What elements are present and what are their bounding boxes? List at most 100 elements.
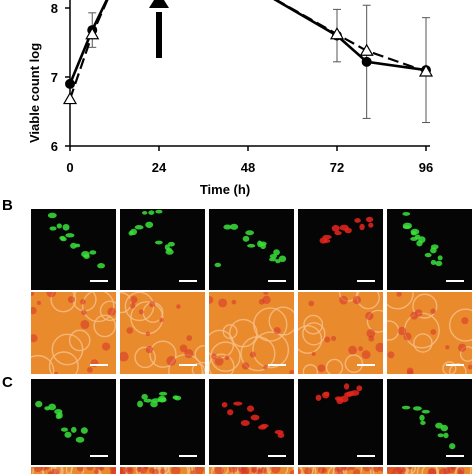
bacterium-spot bbox=[48, 403, 57, 411]
cell-spot bbox=[358, 346, 363, 352]
micrograph-image bbox=[387, 379, 472, 465]
micrograph-b-brightfield-4 bbox=[298, 292, 383, 374]
bubble-ring bbox=[311, 467, 315, 474]
bacterium-spot bbox=[421, 409, 430, 414]
cell-spot bbox=[397, 326, 407, 336]
scale-bar bbox=[446, 364, 464, 366]
cell-spot bbox=[241, 362, 250, 370]
micrograph-c-fluorescence-2 bbox=[120, 379, 205, 465]
bacterium-spot bbox=[80, 427, 88, 434]
bacterium-spot bbox=[155, 209, 163, 214]
bacterium-spot bbox=[323, 391, 330, 397]
cell-spot bbox=[445, 345, 450, 350]
bubble-ring bbox=[448, 363, 467, 374]
bubble-ring bbox=[48, 351, 79, 374]
cell-spot bbox=[378, 467, 383, 472]
x-tick-label: 96 bbox=[419, 160, 433, 175]
bacterium-spot bbox=[258, 425, 267, 430]
bacterium-spot bbox=[315, 394, 322, 401]
y-axis-label: Viable count log bbox=[27, 43, 42, 143]
bubble-ring bbox=[149, 340, 177, 368]
bacterium-spot bbox=[350, 390, 360, 396]
data-point-circle bbox=[65, 78, 75, 89]
cell-spot bbox=[387, 467, 396, 474]
cell-spot bbox=[461, 317, 469, 325]
x-tick-label: 24 bbox=[152, 160, 167, 175]
bubble-ring bbox=[421, 467, 439, 474]
bubble-ring bbox=[68, 329, 91, 352]
cell-spot bbox=[439, 468, 448, 474]
bubble-ring bbox=[344, 354, 364, 373]
bubble-ring bbox=[412, 293, 438, 319]
cell-spot bbox=[31, 292, 35, 297]
cell-spot bbox=[339, 295, 348, 305]
cell-spot bbox=[258, 298, 265, 305]
bacterium-spot bbox=[437, 433, 444, 438]
bubble-ring bbox=[93, 314, 116, 338]
cell-spot bbox=[350, 467, 355, 471]
data-point-triangle bbox=[62, 91, 78, 105]
cell-spot bbox=[447, 467, 456, 474]
bacterium-spot bbox=[435, 260, 443, 267]
bubble-ring bbox=[210, 341, 241, 372]
bubble-ring bbox=[338, 292, 358, 302]
bacterium-spot bbox=[240, 420, 250, 427]
cell-spot bbox=[273, 327, 281, 335]
bacterium-spot bbox=[334, 231, 342, 236]
micrograph-image bbox=[31, 209, 116, 290]
cell-spot bbox=[430, 329, 437, 335]
bacterium-spot bbox=[227, 409, 234, 416]
cell-spot bbox=[467, 364, 472, 370]
cell-spot bbox=[263, 365, 268, 370]
scale-bar bbox=[446, 280, 464, 282]
micrograph-image bbox=[120, 209, 205, 290]
cell-spot bbox=[396, 292, 402, 297]
cell-spot bbox=[129, 302, 136, 309]
bacterium-spot bbox=[145, 221, 154, 228]
cell-spot bbox=[80, 299, 86, 305]
cell-spot bbox=[125, 467, 134, 474]
bubble-ring bbox=[134, 346, 156, 369]
micrograph-b-fluorescence-5 bbox=[387, 209, 472, 290]
cell-spot bbox=[214, 467, 224, 474]
cell-spot bbox=[136, 467, 142, 472]
micrograph-b-fluorescence-2 bbox=[120, 209, 205, 290]
cell-spot bbox=[270, 467, 281, 474]
bacterium-spot bbox=[60, 237, 67, 242]
data-point-triangle bbox=[418, 64, 434, 77]
cell-spot bbox=[99, 467, 105, 471]
cell-spot bbox=[138, 309, 144, 315]
bacterium-spot bbox=[148, 210, 155, 215]
bacterium-spot bbox=[273, 249, 280, 256]
bubble-ring bbox=[266, 467, 289, 474]
series-lines bbox=[68, 0, 427, 100]
micrograph-b-fluorescence-3 bbox=[209, 209, 294, 290]
bacterium-spot bbox=[274, 429, 284, 435]
series-line-circle bbox=[68, 0, 427, 85]
panel-label-c: C bbox=[2, 374, 13, 391]
data-point-circle bbox=[361, 56, 372, 67]
bacterium-spot bbox=[141, 393, 148, 400]
cell-spot bbox=[120, 467, 124, 473]
y-tick-label: 8 bbox=[51, 1, 58, 16]
cell-spot bbox=[211, 353, 217, 360]
bacterium-spot bbox=[437, 255, 443, 261]
micrograph-image bbox=[298, 209, 383, 290]
bacterium-spot bbox=[75, 436, 85, 443]
cell-spot bbox=[228, 467, 238, 473]
bacterium-spot bbox=[402, 225, 411, 230]
arrow-shaft bbox=[156, 12, 162, 58]
cell-spot bbox=[353, 469, 361, 474]
bubble-ring bbox=[42, 467, 64, 474]
bubble-ring bbox=[252, 331, 290, 369]
cell-spot bbox=[430, 308, 436, 314]
cell-spot bbox=[46, 292, 57, 298]
scale-bar bbox=[268, 364, 286, 366]
bubble-ring bbox=[387, 292, 414, 310]
bacterium-spot bbox=[89, 250, 97, 255]
cell-spot bbox=[218, 298, 228, 308]
bubble-ring bbox=[442, 361, 457, 374]
dark-background bbox=[298, 209, 383, 290]
bacterium-spot bbox=[247, 243, 256, 248]
bacterium-spot bbox=[221, 402, 228, 408]
